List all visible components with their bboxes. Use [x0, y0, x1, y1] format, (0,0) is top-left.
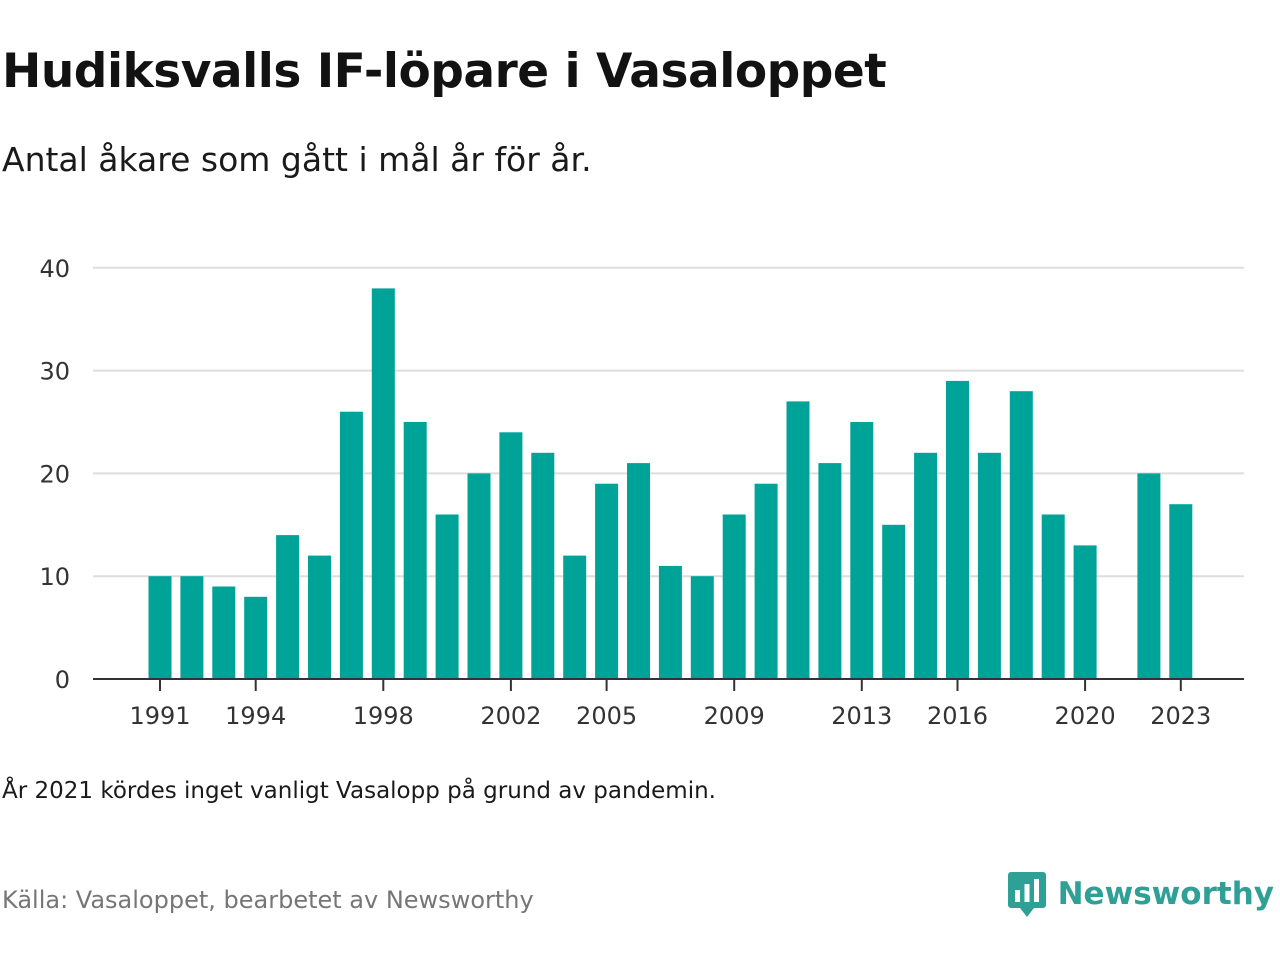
bar-1994 [244, 596, 268, 679]
newsworthy-brand: Newsworthy [1007, 870, 1274, 918]
bar-2022 [1137, 473, 1161, 679]
x-axis [93, 678, 1244, 691]
x-tick-label-2016: 2016 [927, 702, 988, 730]
newsworthy-logo-icon [1007, 872, 1046, 917]
chart-subtitle: Antal åkare som gått i mål år för år. [2, 140, 592, 179]
bar-2023 [1169, 504, 1193, 679]
chart-note: År 2021 kördes inget vanligt Vasalopp på… [2, 778, 716, 804]
bar-2011 [786, 401, 810, 679]
y-tick-label-30: 30 [39, 358, 70, 386]
y-axis-tick-labels: 0 10 20 30 40 [39, 255, 70, 694]
bar-2016 [946, 380, 969, 679]
bar-1993 [212, 586, 236, 679]
bar-2010 [754, 483, 778, 679]
bar-2006 [627, 463, 650, 679]
x-tick-label-2002: 2002 [480, 702, 541, 730]
x-tick-label-1991: 1991 [129, 702, 190, 730]
x-axis-tick-labels: 1991 1994 1998 2002 2005 2009 2013 2016 2020 2023 [129, 702, 1211, 730]
bar-2003 [531, 452, 555, 679]
bar-2007 [658, 565, 682, 679]
x-tick-label-2009: 2009 [704, 702, 765, 730]
bar-2004 [563, 555, 587, 679]
y-tick-label-0: 0 [55, 666, 70, 694]
bar-chart: 0 10 20 30 40 1991 1994 1998 2002 2005 2009 2013 20… [39, 255, 1244, 730]
bar-2002 [499, 432, 523, 679]
bar-2001 [467, 473, 491, 679]
bar-2018 [1009, 391, 1033, 679]
brand-name: Newsworthy [1057, 876, 1274, 912]
source-credit: Källa: Vasaloppet, bearbetet av Newswort… [2, 886, 534, 914]
bar-2008 [690, 576, 714, 679]
y-tick-label-40: 40 [39, 255, 70, 283]
bar-1998 [371, 288, 395, 679]
x-tick-label-2005: 2005 [576, 702, 637, 730]
x-tick-label-1994: 1994 [225, 702, 286, 730]
bar-1999 [403, 422, 427, 679]
x-tick-label-2020: 2020 [1055, 702, 1116, 730]
bar-2014 [882, 524, 906, 679]
bar-2013 [850, 422, 874, 679]
bar-2019 [1041, 514, 1065, 679]
chart-title: Hudiksvalls IF-löpare i Vasaloppet [2, 44, 887, 99]
bar-1991 [148, 576, 172, 679]
bar-2009 [722, 514, 746, 679]
x-tick-label-1998: 1998 [353, 702, 414, 730]
x-tick-label-2013: 2013 [831, 702, 892, 730]
bar-2005 [595, 483, 619, 679]
x-tick-label-2023: 2023 [1150, 702, 1211, 730]
bar-2020 [1073, 545, 1097, 679]
bar-2012 [818, 463, 842, 679]
bar-1996 [308, 555, 331, 679]
y-tick-label-20: 20 [39, 460, 70, 488]
gridlines [93, 266, 1244, 578]
bar-1992 [180, 576, 204, 679]
bars [148, 288, 1193, 679]
bar-1997 [339, 411, 363, 679]
y-tick-label-10: 10 [39, 563, 70, 591]
bar-1995 [276, 535, 300, 679]
bar-2000 [435, 514, 459, 679]
bar-2015 [914, 452, 938, 679]
bar-2017 [977, 452, 1001, 679]
